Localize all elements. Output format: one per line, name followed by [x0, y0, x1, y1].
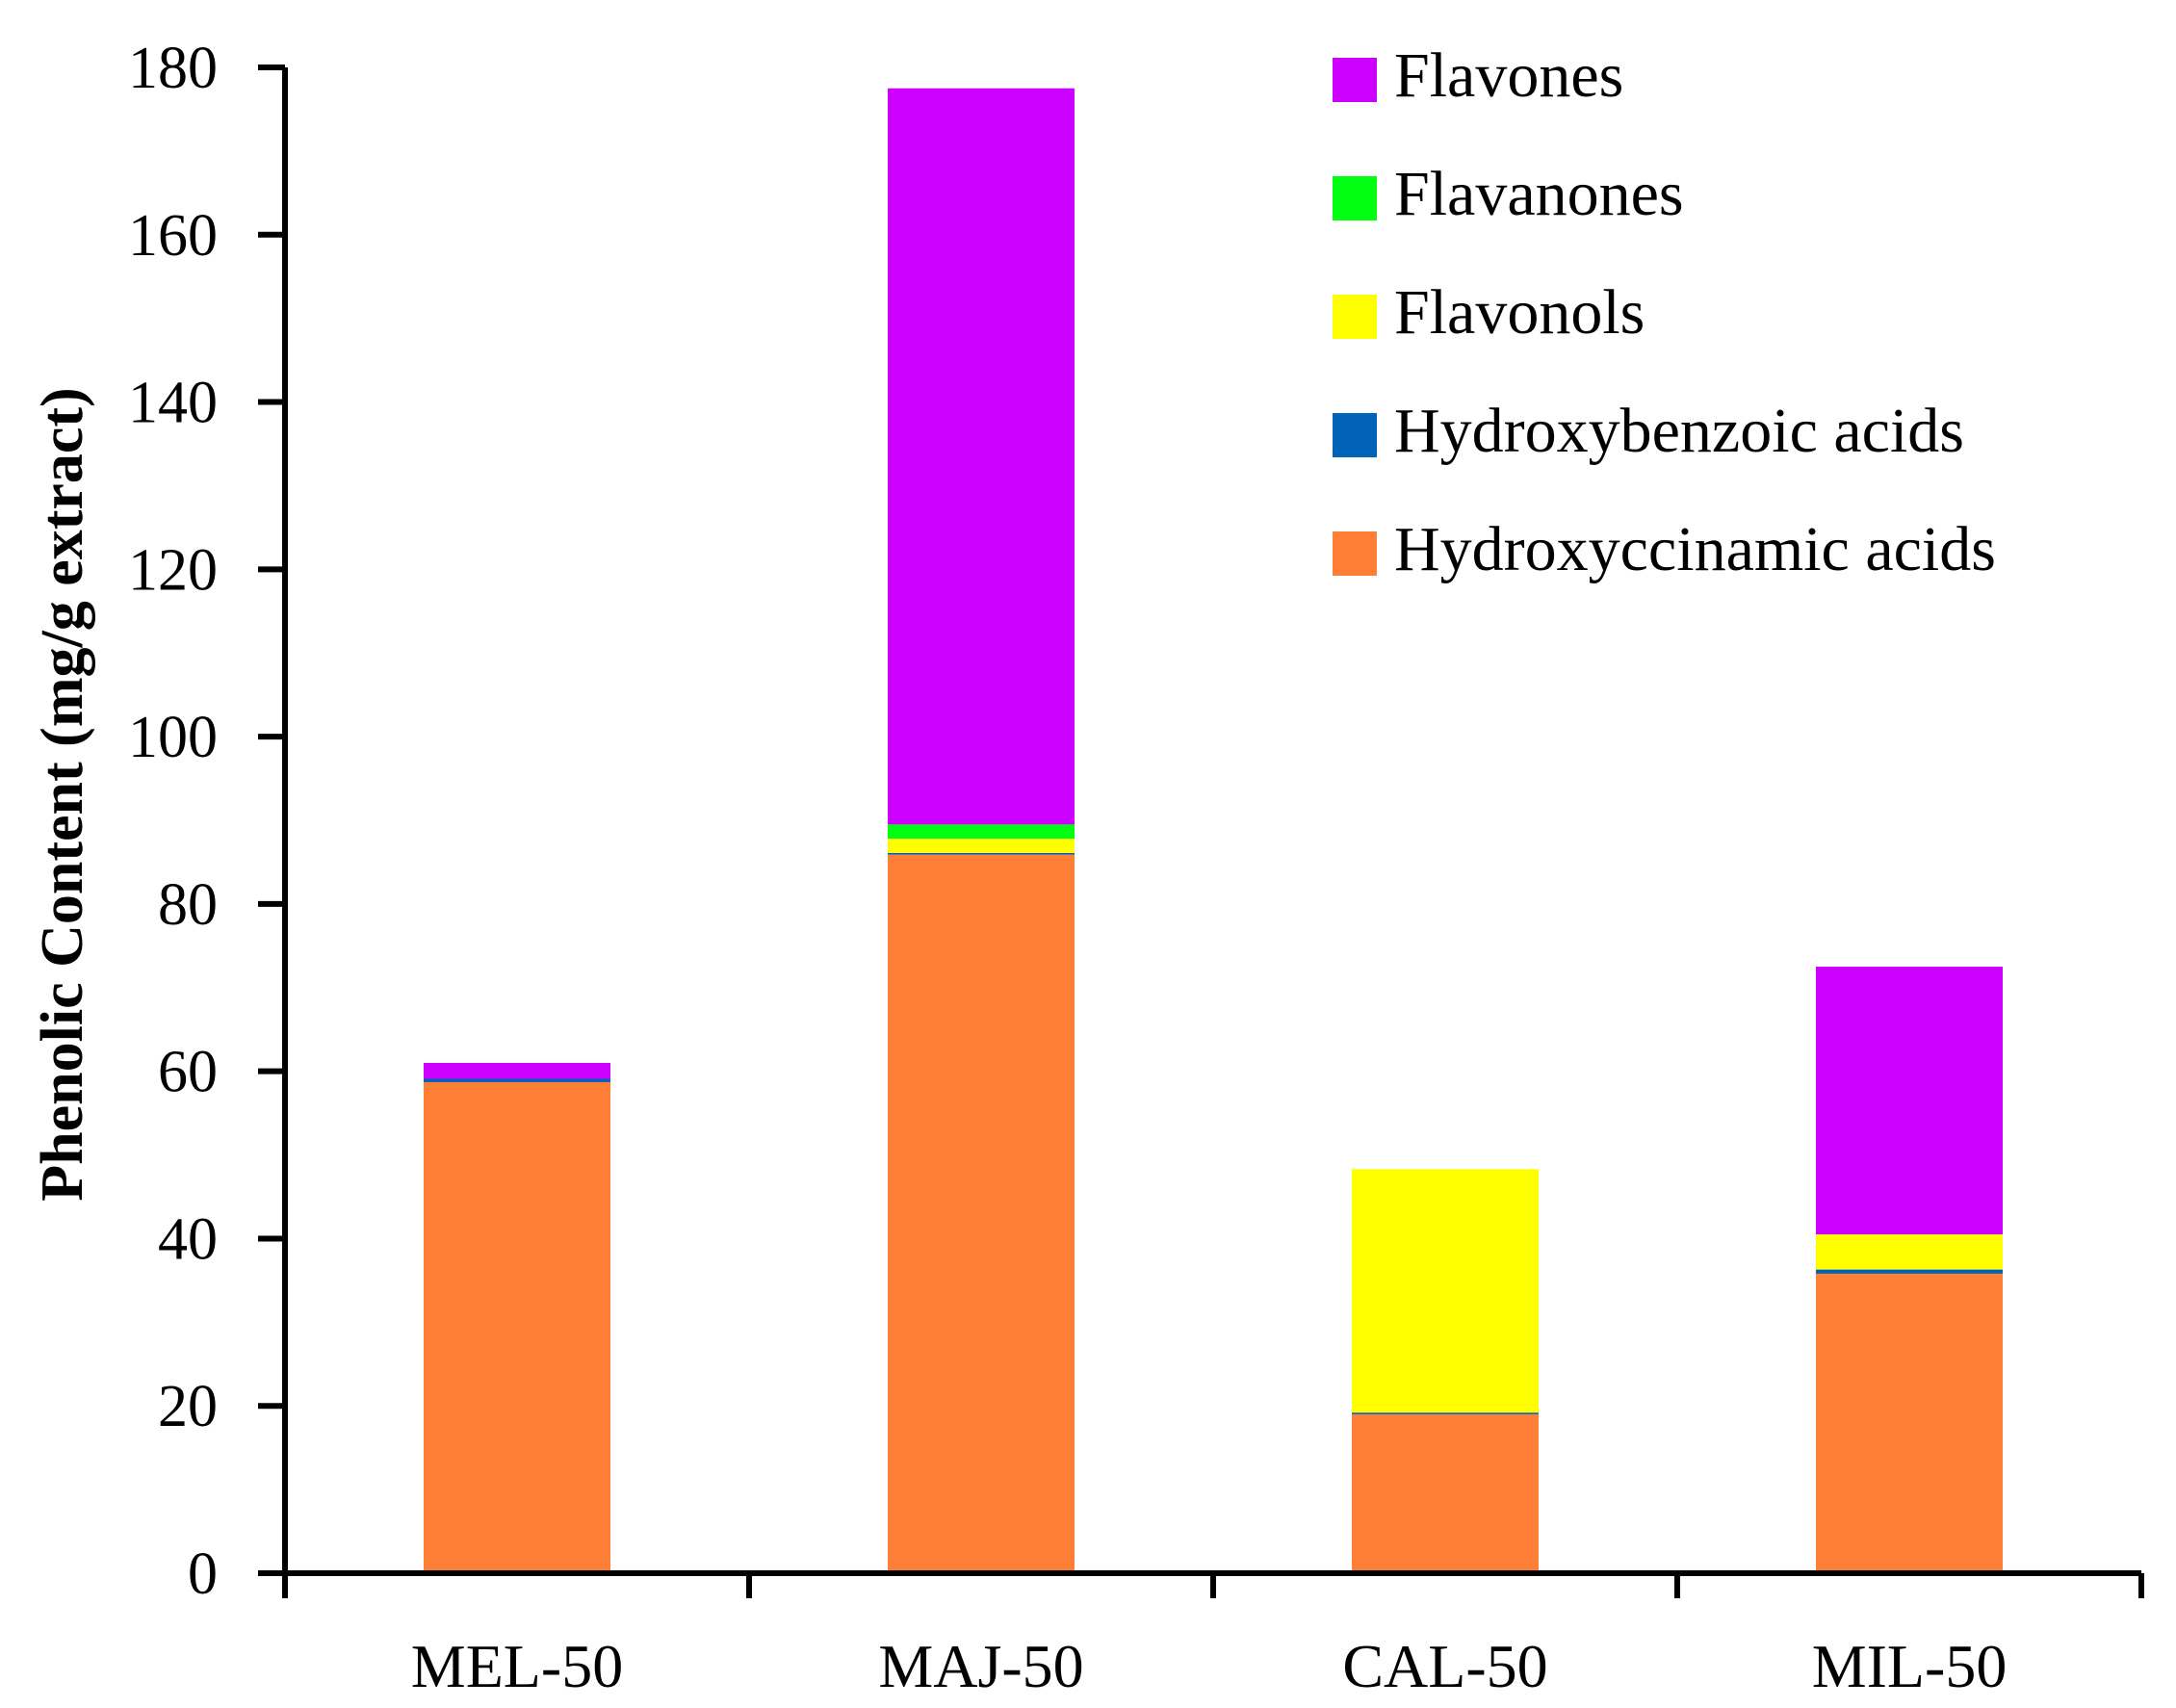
y-axis-title: Phenolic Content (mg/g extract) [30, 387, 95, 1201]
x-category-label: MAJ-50 [878, 1632, 1083, 1700]
legend-label: Hydroxyccinamic acids [1394, 514, 1996, 584]
legend-swatch [1333, 295, 1377, 339]
y-tick-label: 20 [158, 1374, 218, 1439]
bar-mil-50-hydroxybenzoic-acids [1816, 1269, 2003, 1274]
bar-cal-50-hydroxybenzoic-acids [1352, 1412, 1539, 1414]
bar-cal-50-flavonols [1352, 1169, 1539, 1413]
legend-item-flavones: Flavones [1333, 40, 1623, 111]
y-tick-label: 140 [128, 371, 218, 436]
bar-maj-50-hydroxyccinamic-acids [888, 854, 1075, 1573]
bar-mel-50-hydroxybenzoic-acids [424, 1078, 610, 1082]
bar-cal-50-hydroxyccinamic-acids [1352, 1413, 1539, 1573]
bar-mil-50-hydroxyccinamic-acids [1816, 1273, 2003, 1573]
bar-mel-50-hydroxyccinamic-acids [424, 1081, 610, 1573]
y-tick-label: 160 [128, 203, 218, 269]
y-tick-label: 0 [188, 1541, 218, 1607]
y-tick-label: 40 [158, 1206, 218, 1272]
y-tick-label: 120 [128, 537, 218, 603]
bar-mil-50-flavones [1816, 967, 2003, 1235]
bar-mel-50-flavones [424, 1062, 610, 1079]
x-category-label: MEL-50 [411, 1632, 623, 1700]
y-tick-label: 60 [158, 1040, 218, 1105]
legend: Flavones Flavanones Flavonols Hydroxybenzoi… [1333, 40, 1996, 584]
legend-swatch [1333, 176, 1377, 220]
bars-layer [424, 88, 2003, 1573]
legend-item-hydroxyccinamic-acids: Hydroxyccinamic acids [1333, 514, 1996, 584]
legend-item-flavanones: Flavanones [1333, 159, 1684, 229]
bar-mil-50-flavonols [1816, 1234, 2003, 1270]
bar-maj-50-hydroxybenzoic-acids [888, 852, 1075, 855]
legend-label: Flavonols [1394, 277, 1645, 348]
legend-label: Hydroxybenzoic acids [1394, 396, 1964, 466]
legend-label: Flavones [1394, 40, 1623, 111]
legend-item-hydroxybenzoic-acids: Hydroxybenzoic acids [1333, 396, 1964, 466]
x-category-label: CAL-50 [1342, 1632, 1547, 1700]
y-tick-label: 80 [158, 872, 218, 938]
y-tick-label: 180 [128, 36, 218, 101]
x-category-label: MIL-50 [1812, 1632, 2008, 1700]
legend-swatch [1333, 531, 1377, 576]
legend-swatch [1333, 58, 1377, 102]
legend-swatch [1333, 413, 1377, 457]
legend-item-flavonols: Flavonols [1333, 277, 1645, 348]
bar-maj-50-flavanones [888, 824, 1075, 840]
legend-label: Flavanones [1394, 159, 1684, 229]
bar-maj-50-flavones [888, 88, 1075, 825]
y-tick-label: 100 [128, 705, 218, 770]
x-ticks-layer: MEL-50 MAJ-50 CAL-50 MIL-50 [282, 1573, 2144, 1700]
y-ticks-layer: 0 20 40 60 80 100 120 140 160 180 [128, 36, 285, 1607]
bar-maj-50-flavonols [888, 839, 1075, 853]
